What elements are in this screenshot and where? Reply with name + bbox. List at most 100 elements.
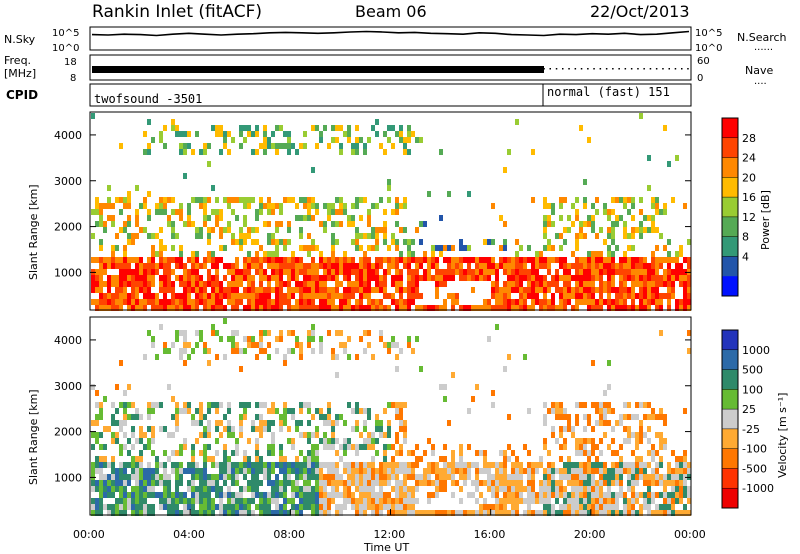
- power-cell: [191, 263, 195, 269]
- velocity-cell: [315, 426, 319, 432]
- velocity-cell: [583, 462, 587, 468]
- velocity-cell: [207, 444, 211, 450]
- velocity-cell: [195, 468, 199, 474]
- velocity-cell: [175, 336, 179, 342]
- power-cell: [219, 245, 223, 251]
- velocity-cell: [299, 450, 303, 456]
- power-cell: [111, 275, 115, 281]
- velocity-cell: [227, 462, 231, 468]
- velocity-cell: [163, 450, 167, 456]
- power-cell: [411, 275, 415, 281]
- power-cell: [219, 257, 223, 263]
- velocity-cell: [199, 486, 203, 492]
- velocity-cell: [687, 462, 691, 468]
- power-cell: [199, 233, 203, 239]
- velocity-cell: [579, 474, 583, 480]
- velocity-cell: [403, 420, 407, 426]
- power-cell: [175, 275, 179, 281]
- velocity-cell: [267, 426, 271, 432]
- freq-unit-label: [MHz]: [4, 67, 36, 80]
- velocity-cell: [179, 444, 183, 450]
- velocity-cell: [263, 330, 267, 336]
- velocity-cell: [375, 414, 379, 420]
- power-cell: [419, 275, 423, 281]
- velocity-cell: [155, 468, 159, 474]
- power-cell: [207, 281, 211, 287]
- power-cell: [127, 293, 131, 299]
- power-cell: [387, 263, 391, 269]
- power-cell: [295, 215, 299, 221]
- colorbar-tick-label: 500: [742, 364, 763, 377]
- power-cell: [131, 257, 135, 263]
- velocity-cell: [267, 420, 271, 426]
- velocity-cell: [679, 456, 683, 462]
- velocity-cell: [215, 492, 219, 498]
- power-cell: [663, 275, 667, 281]
- power-cell: [375, 287, 379, 293]
- power-cell: [199, 197, 203, 203]
- velocity-cell: [359, 474, 363, 480]
- power-cell: [103, 281, 107, 287]
- velocity-cell: [627, 480, 631, 486]
- power-cell: [439, 251, 443, 257]
- velocity-cell: [559, 486, 563, 492]
- power-cell: [379, 227, 383, 233]
- power-cell: [267, 203, 271, 209]
- velocity-cell: [131, 486, 135, 492]
- velocity-cell: [443, 384, 447, 390]
- power-cell: [379, 275, 383, 281]
- velocity-cell: [235, 492, 239, 498]
- colorbar-swatch: [722, 488, 738, 509]
- velocity-cell: [503, 492, 507, 498]
- velocity-cell: [259, 342, 263, 348]
- power-cell: [639, 197, 643, 203]
- power-cell: [555, 233, 559, 239]
- power-cell: [627, 293, 631, 299]
- colorbar-tick-label: -1000: [742, 482, 774, 495]
- power-cell: [119, 269, 123, 275]
- velocity-cell: [671, 480, 675, 486]
- velocity-cell: [519, 480, 523, 486]
- velocity-cell: [351, 474, 355, 480]
- velocity-cell: [119, 504, 123, 510]
- velocity-cell: [267, 504, 271, 510]
- power-cell: [315, 203, 319, 209]
- velocity-cell: [307, 336, 311, 342]
- power-cell: [167, 263, 171, 269]
- velocity-cell: [243, 504, 247, 510]
- velocity-cell: [195, 342, 199, 348]
- velocity-cell: [179, 450, 183, 456]
- power-cell: [519, 275, 523, 281]
- velocity-cell: [651, 474, 655, 480]
- power-cell: [435, 245, 439, 251]
- velocity-cell: [231, 468, 235, 474]
- velocity-cell: [99, 432, 103, 438]
- velocity-cell: [307, 480, 311, 486]
- velocity-cell: [179, 492, 183, 498]
- velocity-cell: [539, 492, 543, 498]
- power-cell: [311, 293, 315, 299]
- velocity-cell: [187, 408, 191, 414]
- velocity-cell: [359, 480, 363, 486]
- power-cell: [123, 221, 127, 227]
- power-cell: [511, 287, 515, 293]
- power-cell: [263, 131, 267, 137]
- power-cell: [183, 263, 187, 269]
- colorbar-tick-label: 28: [742, 132, 756, 145]
- velocity-cell: [359, 462, 363, 468]
- velocity-cell: [595, 420, 599, 426]
- velocity-cell: [395, 492, 399, 498]
- power-cell: [315, 263, 319, 269]
- velocity-cell: [519, 474, 523, 480]
- velocity-cell: [267, 450, 271, 456]
- power-cell: [247, 287, 251, 293]
- velocity-cell: [639, 456, 643, 462]
- power-cell: [247, 131, 251, 137]
- velocity-cell: [563, 438, 567, 444]
- velocity-cell: [307, 492, 311, 498]
- velocity-cell: [591, 426, 595, 432]
- noise-right-tick-top: 10^5: [695, 28, 722, 39]
- power-cell: [183, 275, 187, 281]
- velocity-cell: [227, 510, 231, 516]
- velocity-cell: [291, 480, 295, 486]
